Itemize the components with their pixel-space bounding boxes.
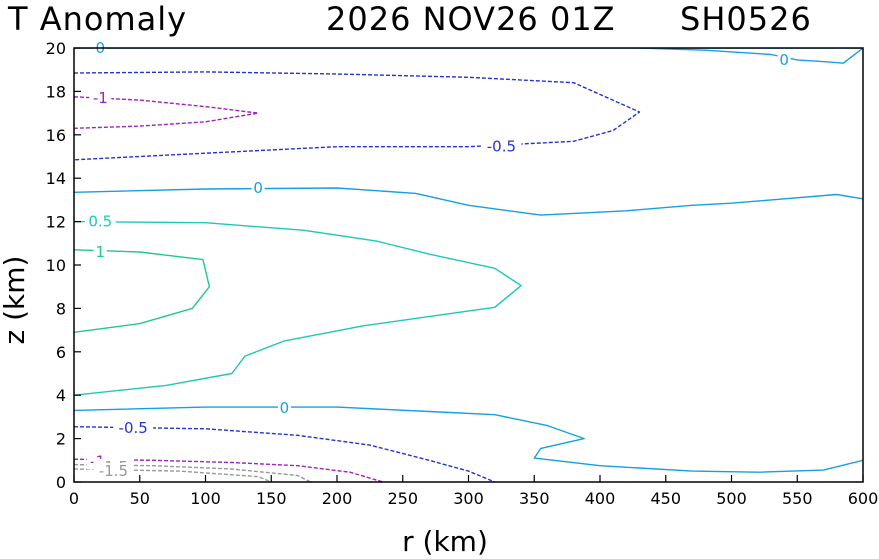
contour-label: 0 (779, 51, 789, 69)
contour-label: -0.5 (487, 138, 516, 156)
x-tick-label: 200 (322, 489, 353, 508)
contour-label-bg (93, 243, 107, 260)
contour-line (74, 426, 496, 482)
contour-label: -0.5 (119, 419, 148, 437)
y-axis-label: z (km) (0, 256, 31, 345)
y-tick-label: 4 (56, 386, 66, 405)
x-tick-label: 300 (453, 489, 484, 508)
y-tick-label: 10 (46, 256, 66, 275)
x-tick-label: 150 (256, 489, 287, 508)
x-axis-ticks: 0 50 100 150 200 250 300 350 400 450 500 550 600 (69, 475, 878, 508)
y-tick-label: 12 (46, 213, 66, 232)
y-tick-label: 14 (46, 169, 66, 188)
x-tick-label: 50 (130, 489, 150, 508)
contour-label-bg (113, 419, 154, 436)
x-tick-label: 550 (782, 489, 813, 508)
y-tick-label: 8 (56, 299, 66, 318)
contour-line (74, 187, 863, 216)
x-tick-label: 600 (848, 489, 879, 508)
contour-line (74, 468, 272, 482)
x-tick-label: 350 (519, 489, 550, 508)
chart-title-field: T Anomaly (7, 0, 187, 38)
contour-label: 0.5 (88, 213, 112, 231)
contour-label-bg (93, 463, 134, 480)
x-tick-label: 450 (650, 489, 681, 508)
plot-frame (73, 47, 864, 483)
chart-title-time: 2026 NOV26 01Z (326, 0, 616, 38)
contour-label-bg (251, 179, 265, 196)
x-tick-label: 500 (716, 489, 747, 508)
y-tick-label: 6 (56, 343, 66, 362)
y-tick-label: 20 (46, 39, 66, 58)
contour-label-bg (89, 89, 112, 106)
contour-label-bg (777, 51, 791, 68)
x-axis-label: r (km) (402, 525, 488, 558)
contour-line (74, 458, 384, 482)
y-tick-label: 0 (56, 473, 66, 492)
contour-label: 0 (280, 399, 290, 417)
contour-labels: 00-0.5-100.510-0.5-1-1.5-1.5 (84, 39, 791, 480)
contour-label-bg (481, 138, 522, 155)
contour-label: 1 (96, 243, 106, 261)
y-tick-label: 16 (46, 126, 66, 145)
contour-label: -1 (93, 89, 108, 107)
y-axis-ticks: 0 2 4 6 8 10 12 14 16 18 20 (46, 39, 81, 492)
contour-line (74, 249, 211, 333)
contour-line (74, 463, 312, 482)
y-tick-label: 2 (56, 430, 66, 449)
contour-line (639, 48, 863, 64)
chart-title-storm: SH0526 (680, 0, 812, 38)
contour-label-bg (84, 213, 116, 230)
contour-line (74, 220, 522, 396)
contour-line (74, 406, 863, 473)
contour-lines (74, 48, 863, 482)
x-tick-label: 400 (585, 489, 616, 508)
contour-label-bg (277, 400, 291, 417)
x-tick-label: 250 (387, 489, 418, 508)
contour-label: -1.5 (99, 462, 128, 480)
x-tick-label: 100 (190, 489, 221, 508)
y-tick-label: 18 (46, 82, 66, 101)
contour-line (74, 71, 641, 161)
contour-label: 0 (253, 179, 263, 197)
x-tick-label: 0 (69, 489, 79, 508)
